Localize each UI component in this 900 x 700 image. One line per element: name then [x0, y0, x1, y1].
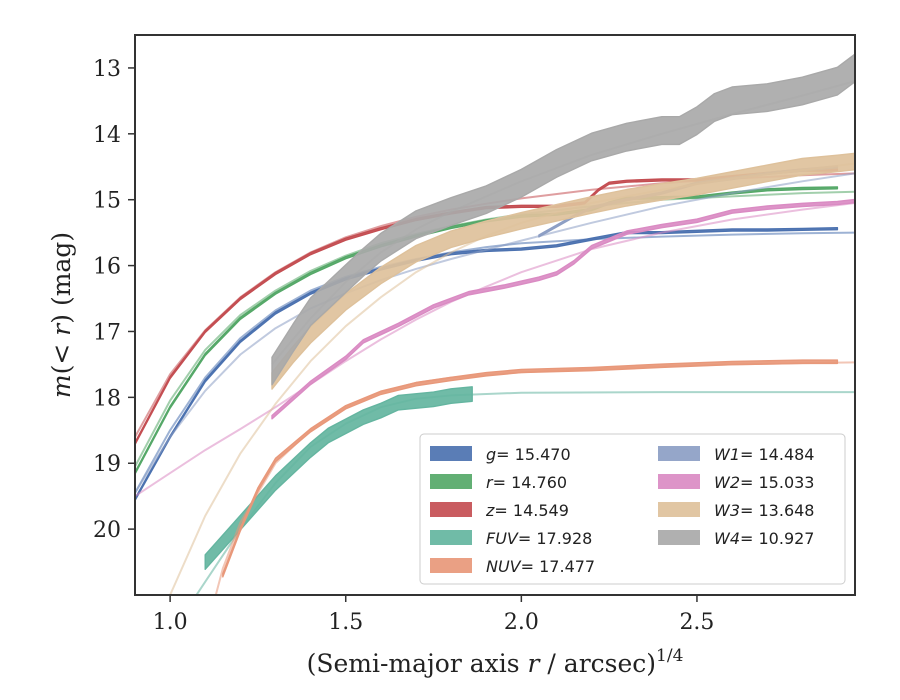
legend-value-fuv: = 17.928	[518, 529, 592, 548]
legend-label-fuv: FUV= 17.928	[486, 529, 592, 548]
legend-band-nuv: NUV	[486, 557, 522, 576]
legend-swatch-fuv	[430, 530, 472, 545]
observed-band-w3	[271, 152, 855, 390]
legend-swatch-nuv	[430, 558, 472, 573]
model-line-w2	[135, 202, 855, 498]
legend-label-w2: W2= 15.033	[714, 473, 814, 492]
legend-value-g: = 15.470	[496, 445, 570, 464]
legend-value-nuv: = 17.477	[521, 557, 595, 576]
legend-band-r: r	[486, 473, 494, 492]
legend-swatch-w3	[658, 502, 700, 517]
y-axis-title-open: (<	[47, 336, 76, 375]
x-tick-label: 2.0	[504, 610, 539, 635]
plot-frame	[134, 34, 856, 596]
legend-label-w4: W4= 10.927	[714, 529, 814, 548]
legend-label-w1: W1= 14.484	[714, 445, 814, 464]
legend-swatch-r	[430, 474, 472, 489]
x-axis-title-var: r	[528, 649, 542, 678]
legend-value-w1: = 14.484	[740, 445, 814, 464]
y-tick-label: 14	[93, 123, 121, 148]
y-tick-label: 16	[93, 255, 121, 280]
x-tick-label: 2.5	[679, 610, 714, 635]
legend-band-g: g	[486, 445, 496, 464]
y-tick-label: 13	[93, 57, 121, 82]
legend-value-w4: = 10.927	[740, 529, 814, 548]
axes-ticks: 1.0 1.5 2.0 2.5 13 14 15 16 17 18 19 20	[93, 57, 714, 635]
y-tick-label: 20	[93, 518, 121, 543]
legend-swatch-w2	[658, 474, 700, 489]
legend-band-fuv: FUV	[486, 529, 519, 548]
y-axis-title-unit: (mag)	[47, 232, 76, 314]
legend-value-r: = 14.760	[493, 473, 567, 492]
x-tick-label: 1.0	[153, 610, 188, 635]
legend-swatch-w4	[658, 530, 700, 545]
observed-band-w4	[271, 53, 855, 386]
x-tick-label: 1.5	[328, 610, 363, 635]
legend-label-w3: W3= 13.648	[714, 501, 814, 520]
y-axis-title-close: )	[47, 314, 76, 324]
x-axis-title-exponent: 1/4	[656, 646, 683, 666]
x-axis-title: (Semi-major axis r / arcsec)1/4	[307, 646, 684, 678]
model-line-w1	[135, 172, 855, 494]
y-axis-title-symbol: m	[47, 374, 76, 398]
observed-band-nuv	[222, 359, 839, 578]
legend-swatch-w1	[658, 446, 700, 461]
y-axis-title-var: r	[47, 322, 76, 336]
legend-label-nuv: NUV= 17.477	[486, 557, 595, 576]
legend-label-z: z= 14.549	[485, 501, 569, 520]
legend-swatch-z	[430, 502, 472, 517]
legend-swatch-g	[430, 446, 472, 461]
legend-band-w3: W3	[714, 501, 740, 520]
legend-band-z: z	[485, 501, 495, 520]
legend-value-z: = 14.549	[494, 501, 568, 520]
y-tick-label: 18	[93, 386, 121, 411]
legend-value-w2: = 15.033	[740, 473, 814, 492]
legend-box	[419, 433, 846, 585]
x-axis-title-open: (Semi-major axis	[307, 649, 528, 678]
y-tick-label: 17	[93, 320, 121, 345]
y-tick-label: 19	[93, 452, 121, 477]
legend-label-r: r= 14.760	[486, 473, 567, 492]
legend-value-w3: = 13.648	[740, 501, 814, 520]
legend-band-w2: W2	[714, 473, 740, 492]
legend-band-w4: W4	[714, 529, 740, 548]
y-tick-label: 15	[93, 189, 121, 214]
observed-band-fuv	[204, 386, 473, 570]
plot-series	[135, 53, 855, 595]
x-axis-title-rest: / arcsec)	[539, 649, 656, 678]
observed-band-w2	[271, 198, 855, 420]
y-axis-title: m(< r) (mag)	[47, 232, 76, 398]
legend-label-g: g= 15.470	[486, 445, 571, 464]
legend-band-w1: W1	[714, 445, 740, 464]
